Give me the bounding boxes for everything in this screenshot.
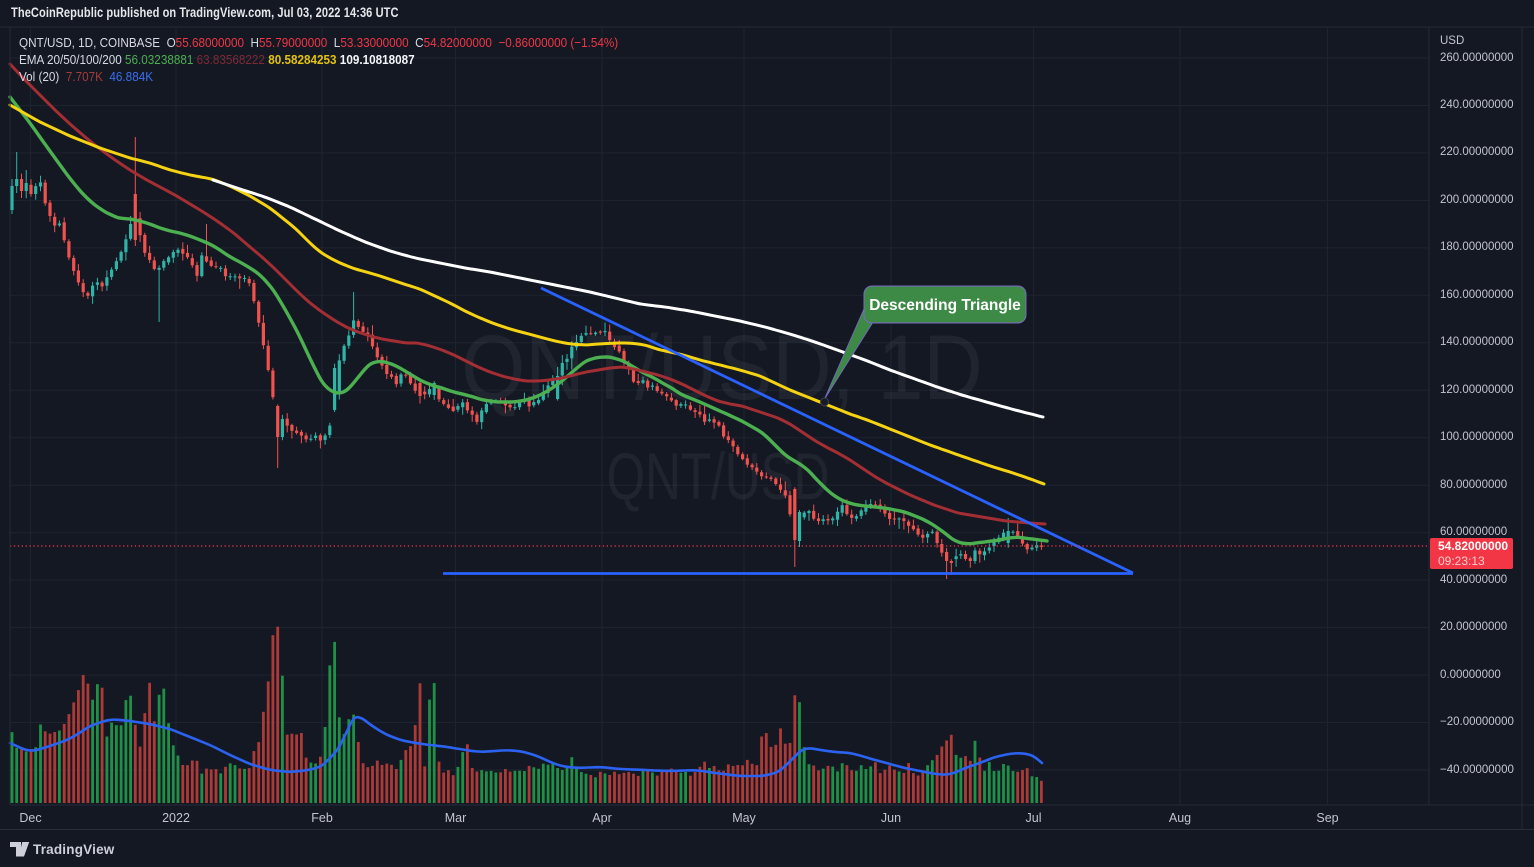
svg-text:Descending Triangle: Descending Triangle (869, 297, 1021, 314)
svg-text:QNT/USD: QNT/USD (607, 440, 830, 514)
